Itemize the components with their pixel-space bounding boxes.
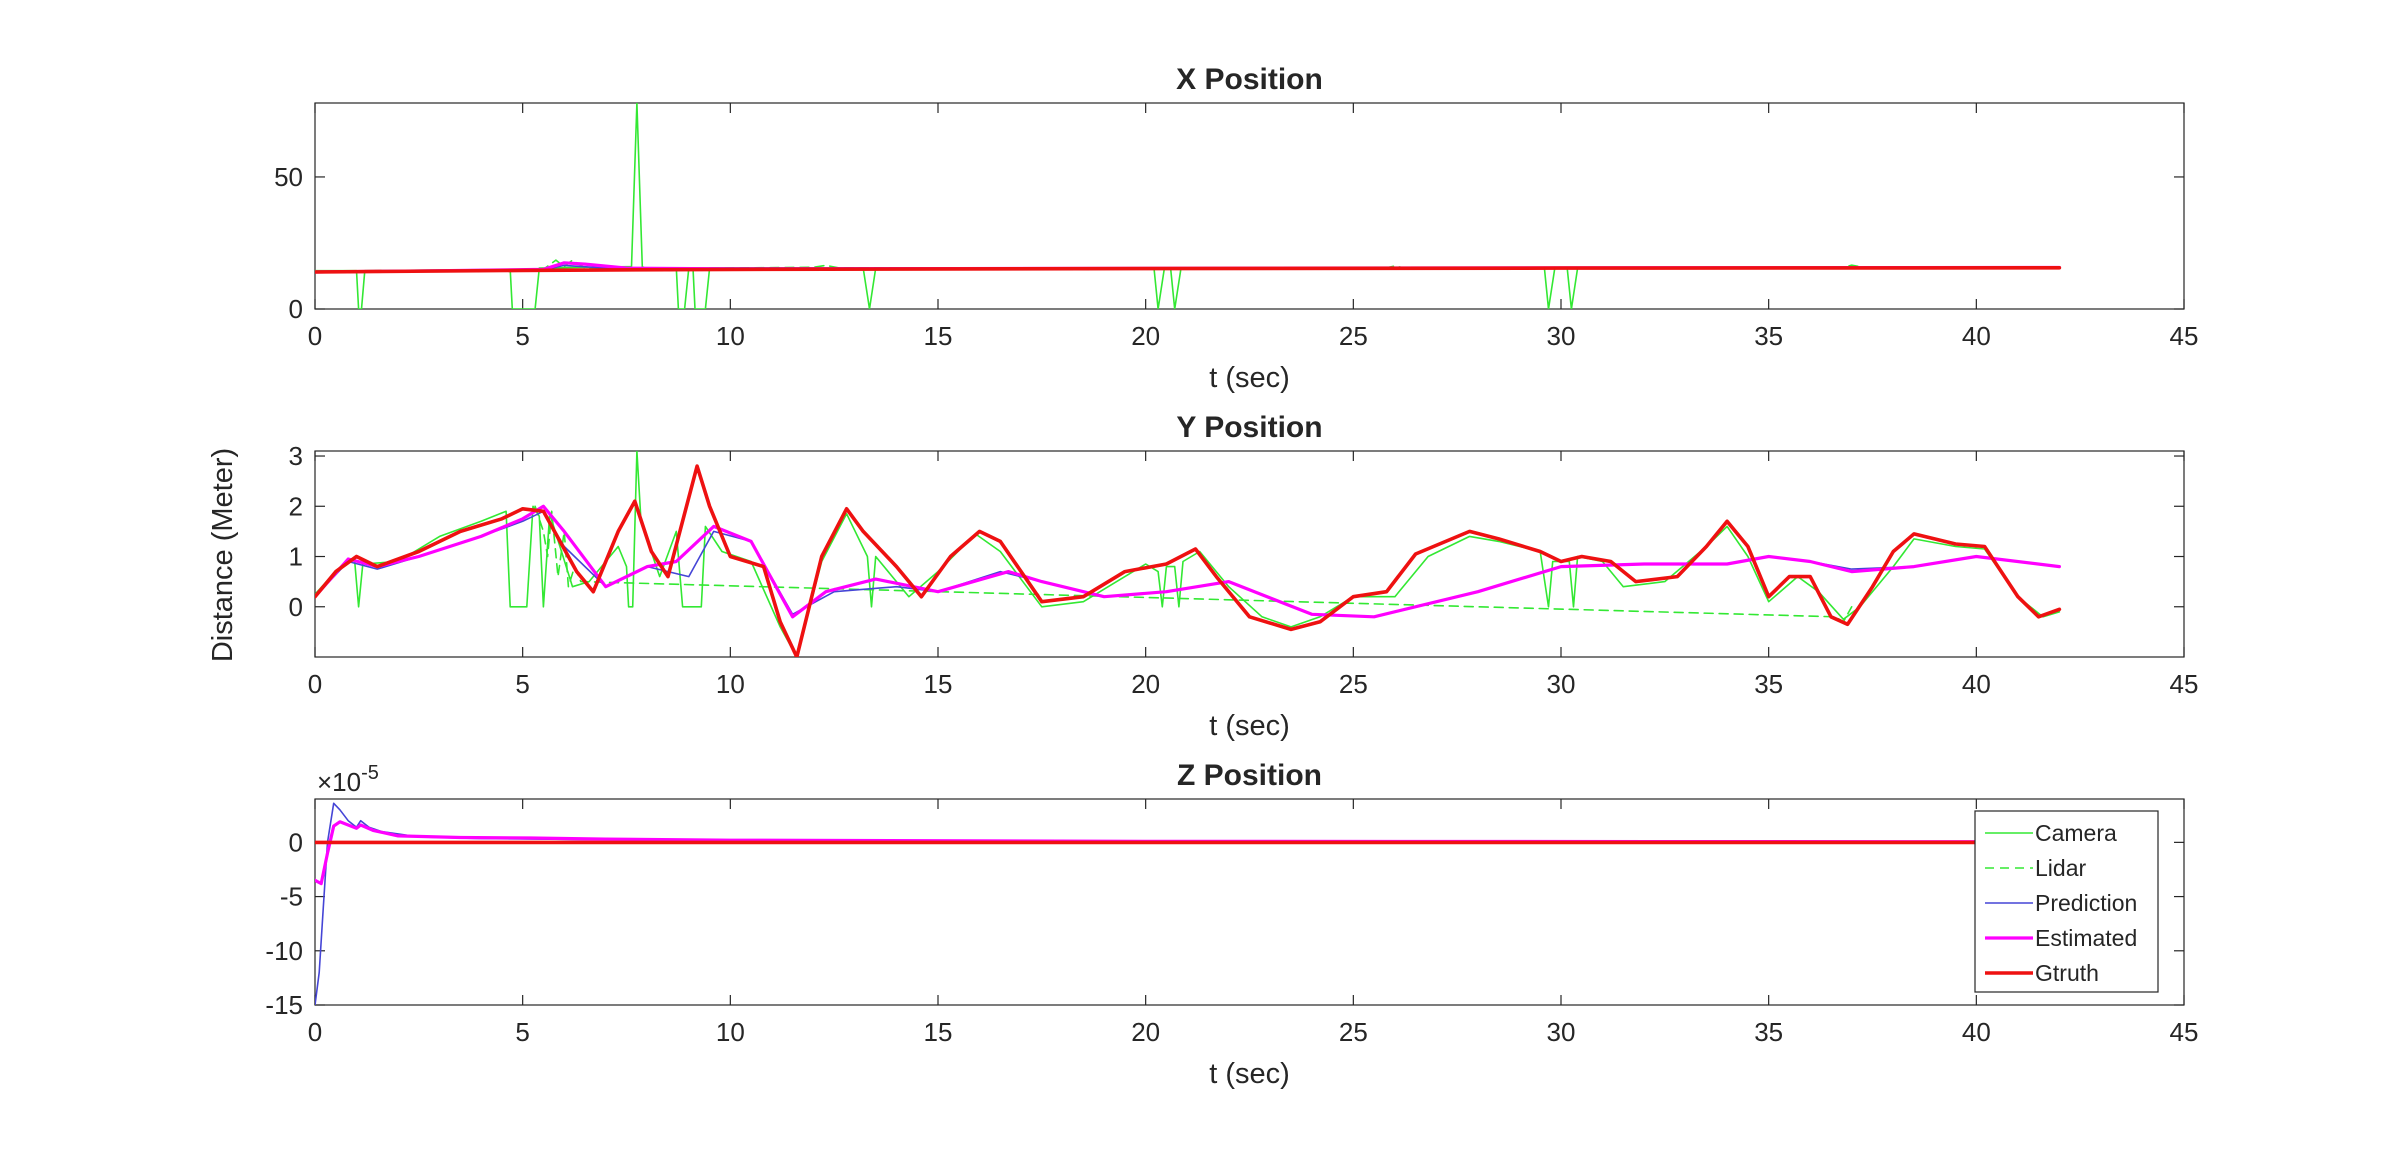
x-tick-label: 35 — [1754, 321, 1783, 351]
x-tick-label: 40 — [1962, 1017, 1991, 1047]
x-tick-label: 10 — [716, 321, 745, 351]
x-tick-label: 25 — [1339, 669, 1368, 699]
y-exponent-label: ×10-5 — [317, 762, 379, 797]
y-tick-label: 0 — [289, 592, 303, 622]
panel-title: Z Position — [1177, 759, 1322, 792]
x-tick-label: 45 — [2170, 669, 2199, 699]
x-tick-label: 40 — [1962, 321, 1991, 351]
x-tick-label: 15 — [924, 1017, 953, 1047]
series-line-gtruth — [315, 464, 2062, 657]
x-tick-label: 20 — [1131, 321, 1160, 351]
axes-box — [314, 102, 2185, 310]
panel-title: X Position — [1176, 63, 1323, 96]
legend-label-lidar: Lidar — [2035, 855, 2086, 881]
x-tick-label: 0 — [308, 669, 322, 699]
x-tick-label: 5 — [515, 669, 529, 699]
series-group — [315, 802, 2062, 1005]
y-axis-label: Distance (Meter) — [207, 448, 239, 662]
series-line-estimated — [315, 504, 2061, 619]
legend-box — [1974, 810, 2159, 993]
x-tick-label: 30 — [1547, 669, 1576, 699]
axes-box — [314, 798, 2185, 1006]
panel-title: Y Position — [1176, 411, 1322, 444]
x-tick-label: 20 — [1131, 1017, 1160, 1047]
series-group — [315, 451, 2062, 657]
y-tick-label: 2 — [289, 491, 303, 521]
x-tick-label: 35 — [1754, 1017, 1783, 1047]
x-tick-label: 20 — [1131, 669, 1160, 699]
y-tick-label: -10 — [265, 936, 303, 966]
x-tick-label: 10 — [716, 669, 745, 699]
x-tick-label: 40 — [1962, 669, 1991, 699]
x-axis-label: t (sec) — [1209, 710, 1290, 742]
series-line-estimated — [315, 820, 2061, 886]
x-tick-label: 15 — [924, 321, 953, 351]
series-group — [315, 103, 2062, 309]
x-tick-label: 25 — [1339, 1017, 1368, 1047]
y-tick-label: 0 — [289, 827, 303, 857]
series-line-gtruth — [315, 266, 2062, 274]
x-tick-label: 0 — [308, 321, 322, 351]
panel-0: 0 5 10 15 20 25 30 35 40 45 0 50 X Position t (sec) — [274, 63, 2198, 394]
legend: Camera Lidar Prediction Estimated Gtruth — [1974, 810, 2159, 993]
x-axis-label: t (sec) — [1209, 1058, 1290, 1090]
panel-2: 0 5 10 15 20 25 30 35 40 45 -15 -10 -5 0 Z Position t (… — [265, 759, 2198, 1090]
x-tick-label: 10 — [716, 1017, 745, 1047]
legend-label-estimated: Estimated — [2035, 925, 2137, 951]
legend-label-gtruth: Gtruth — [2035, 960, 2099, 986]
x-tick-label: 0 — [308, 1017, 322, 1047]
x-axis-label: t (sec) — [1209, 362, 1290, 394]
x-tick-label: 15 — [924, 669, 953, 699]
y-tick-label: 50 — [274, 162, 303, 192]
legend-label-prediction: Prediction — [2035, 890, 2137, 916]
x-tick-label: 25 — [1339, 321, 1368, 351]
panel-1: 0 5 10 15 20 25 30 35 40 45 0 1 2 3 Y Position t (sec) — [289, 411, 2199, 742]
x-tick-label: 45 — [2170, 1017, 2199, 1047]
y-tick-label: 1 — [289, 542, 303, 572]
x-tick-label: 35 — [1754, 669, 1783, 699]
x-tick-label: 30 — [1547, 1017, 1576, 1047]
series-line-lidar — [534, 505, 1853, 623]
x-tick-label: 5 — [515, 1017, 529, 1047]
x-tick-label: 5 — [515, 321, 529, 351]
axes-box — [314, 450, 2185, 658]
y-exponent-power: -5 — [361, 762, 379, 784]
y-tick-label: -15 — [265, 990, 303, 1020]
x-tick-label: 30 — [1547, 321, 1576, 351]
x-tick-label: 45 — [2170, 321, 2199, 351]
y-tick-label: -5 — [280, 882, 303, 912]
y-tick-label: 0 — [289, 294, 303, 324]
legend-label-camera: Camera — [2035, 820, 2117, 846]
y-tick-label: 3 — [289, 441, 303, 471]
